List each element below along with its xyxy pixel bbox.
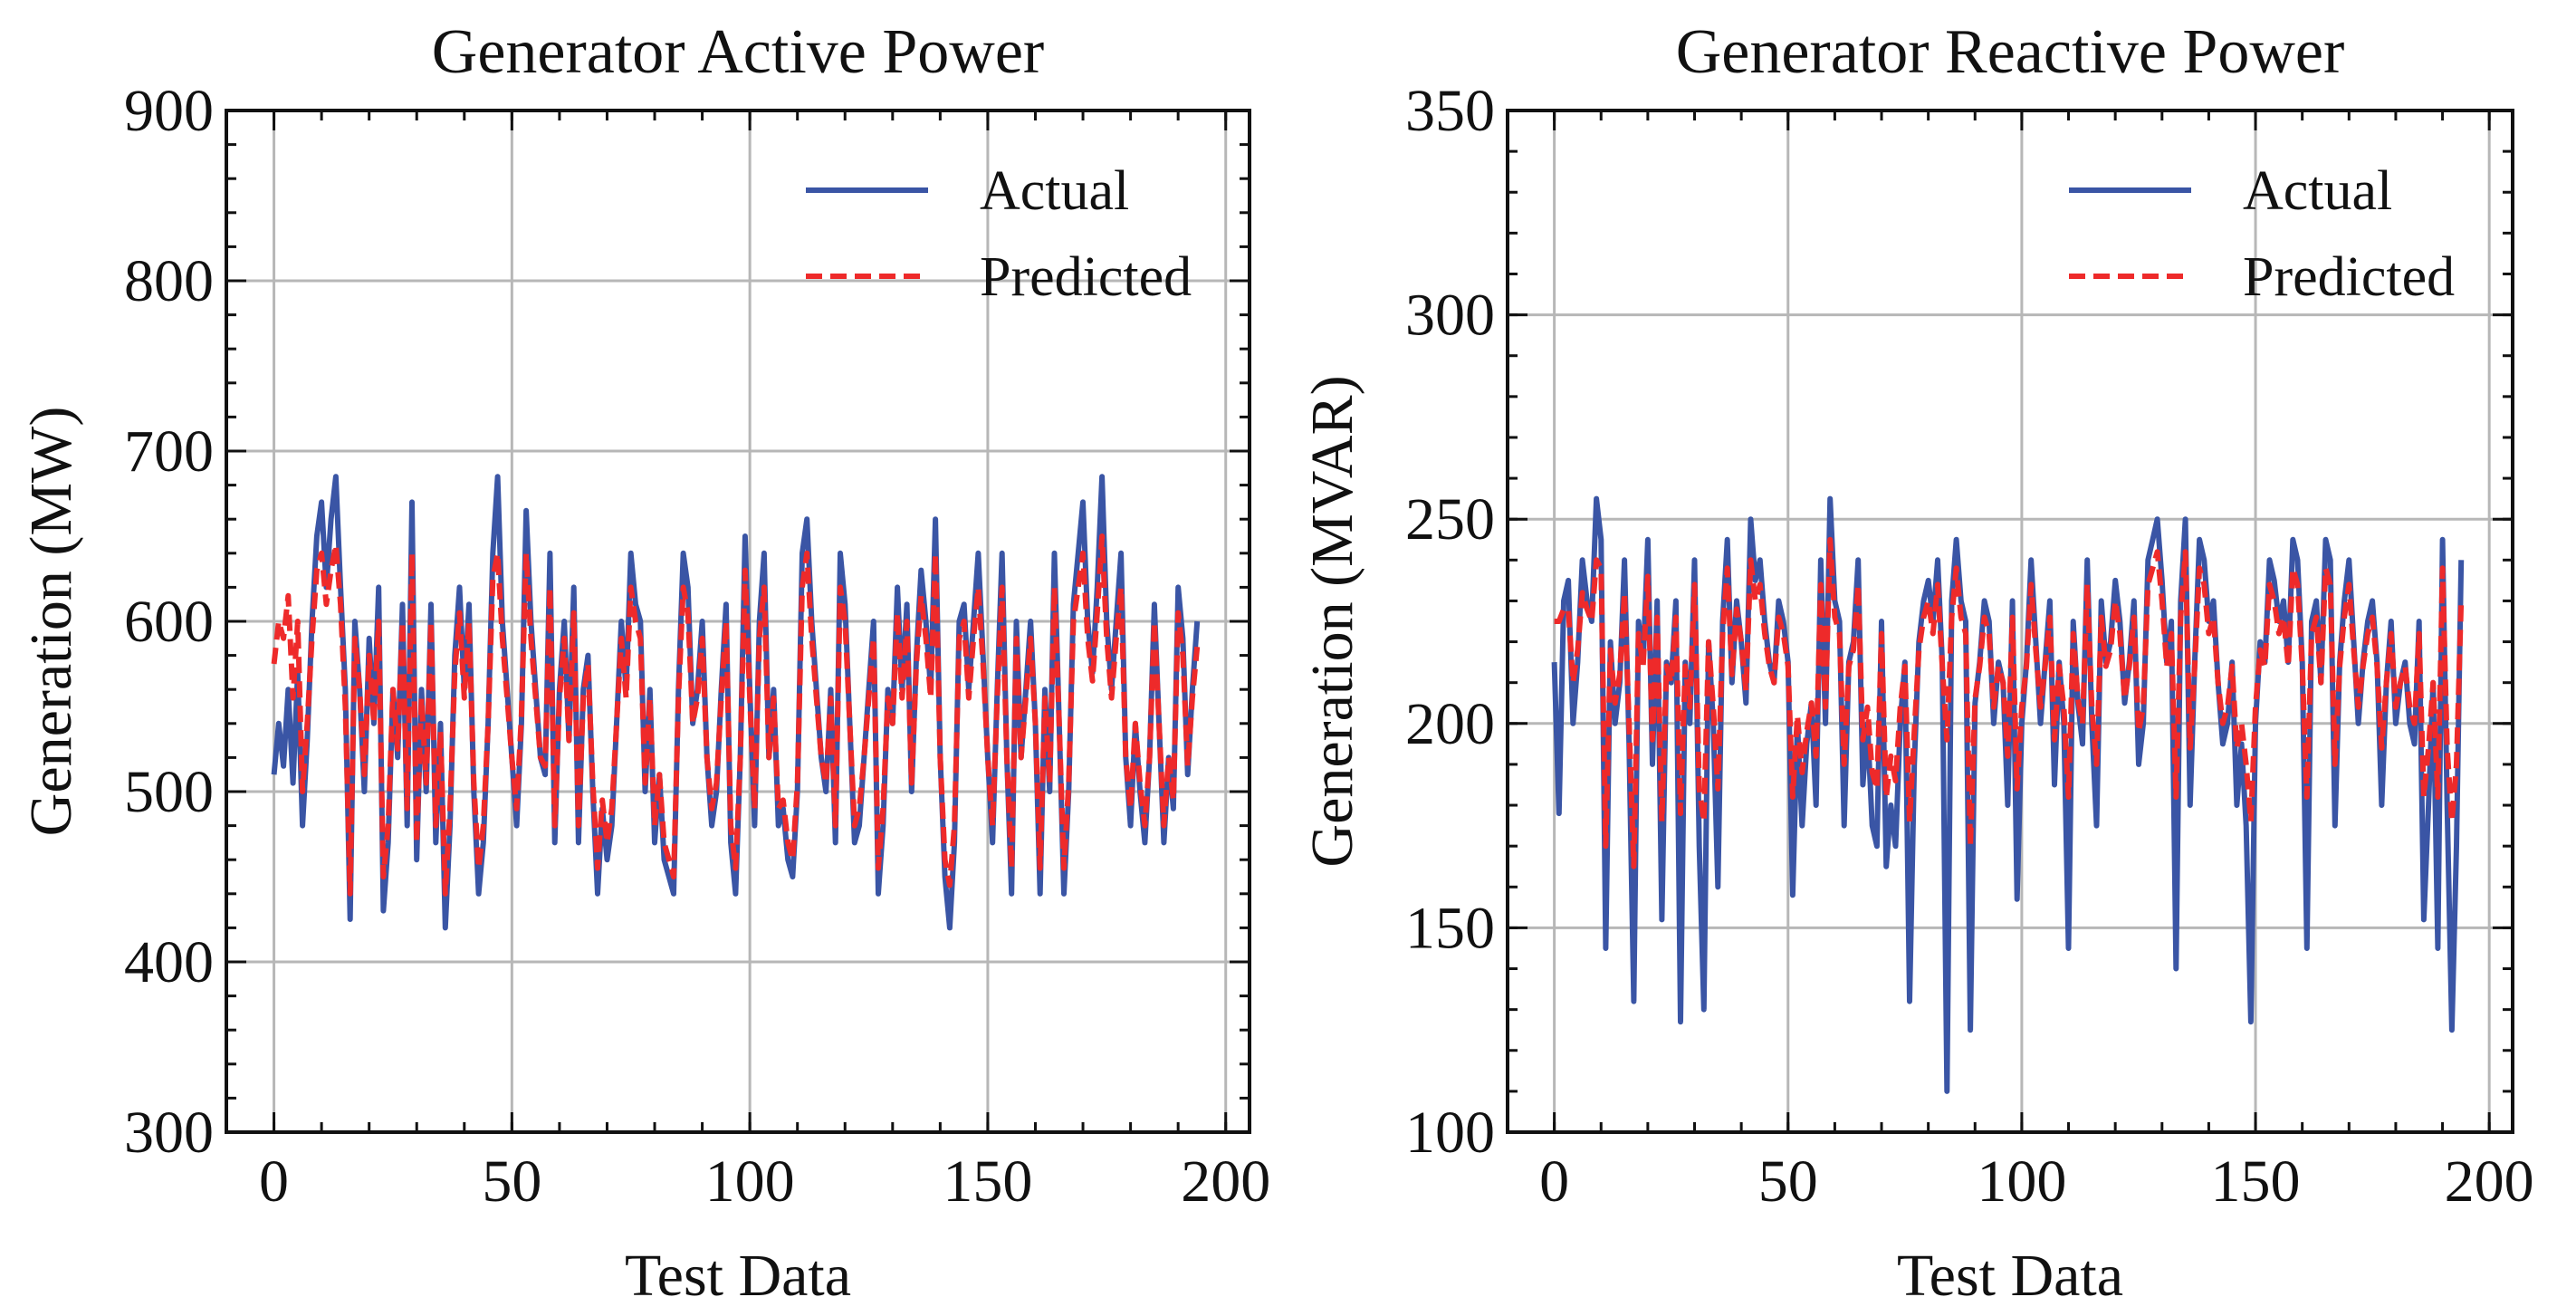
x-tick-label: 200 <box>1181 1148 1270 1215</box>
x-tick-label: 200 <box>2445 1148 2534 1215</box>
legend: Actual Predicted <box>2069 160 2455 308</box>
y-tick-label: 300 <box>124 1100 214 1166</box>
legend-label-predicted: Predicted <box>2243 246 2455 308</box>
series-line-actual <box>1551 495 2465 1094</box>
series-line-predicted <box>1554 536 2465 869</box>
y-tick-label: 700 <box>124 418 214 485</box>
y-tick-label: 500 <box>124 759 214 825</box>
series-group <box>271 474 1201 931</box>
x-tick-label: 100 <box>705 1148 795 1215</box>
y-tick-label: 100 <box>1405 1100 1495 1166</box>
y-tick-label: 250 <box>1405 486 1495 552</box>
x-axis-label: Test Data <box>1897 1243 2123 1297</box>
y-tick-label: 900 <box>124 78 214 144</box>
x-tick-label: 0 <box>259 1148 289 1215</box>
y-axis-label: Generation (MW) <box>18 407 84 837</box>
y-tick-label: 300 <box>1405 283 1495 349</box>
chart-title: Generator Reactive Power <box>1676 17 2345 87</box>
x-tick-label: 150 <box>943 1148 1032 1215</box>
y-tick-label: 350 <box>1405 78 1495 144</box>
legend-label-actual: Actual <box>2243 160 2392 222</box>
active-power-chart: 0 50 100 150 200 300 400 500 600 700 800 900 Generat… <box>18 17 1270 1297</box>
legend-label-predicted: Predicted <box>980 246 1192 308</box>
y-axis-label: Generation (MVAR) <box>1299 375 1365 867</box>
x-axis-label: Test Data <box>625 1243 851 1297</box>
legend-label-actual: Actual <box>980 160 1129 222</box>
y-tick-label: 800 <box>124 248 214 314</box>
legend: Actual Predicted <box>806 160 1192 308</box>
chart-title: Generator Active Power <box>432 17 1044 87</box>
x-tick-label: 50 <box>1758 1148 1818 1215</box>
y-tick-label: 400 <box>124 929 214 995</box>
x-tick-label: 150 <box>2211 1148 2301 1215</box>
x-tick-label: 50 <box>482 1148 541 1215</box>
reactive-power-chart: 0 50 100 150 200 100 150 200 250 300 350 Generator … <box>1299 17 2534 1297</box>
x-tick-label: 100 <box>1977 1148 2066 1215</box>
series-line-predicted <box>271 533 1201 897</box>
y-tick-label: 200 <box>1405 691 1495 757</box>
x-tick-label: 0 <box>1539 1148 1569 1215</box>
axes-frame <box>1506 109 2514 1134</box>
y-tick-label: 600 <box>124 589 214 655</box>
y-tick-label: 150 <box>1405 895 1495 961</box>
series-group <box>1551 495 2465 1094</box>
